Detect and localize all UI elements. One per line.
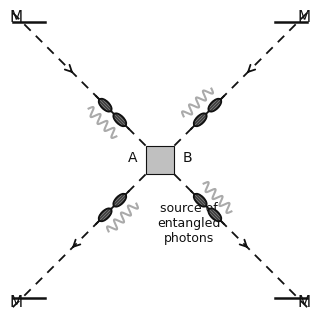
Ellipse shape — [113, 113, 126, 126]
Text: M: M — [297, 295, 310, 310]
Text: source of
entangled
photons: source of entangled photons — [157, 202, 220, 244]
Ellipse shape — [208, 208, 221, 221]
Ellipse shape — [99, 208, 112, 221]
Text: B: B — [182, 151, 192, 165]
Text: M: M — [297, 10, 310, 25]
Ellipse shape — [194, 194, 207, 207]
Text: A: A — [128, 151, 138, 165]
Text: M: M — [10, 10, 23, 25]
Ellipse shape — [99, 99, 112, 112]
Ellipse shape — [113, 194, 126, 207]
Bar — [146, 146, 174, 174]
Text: M: M — [10, 295, 23, 310]
Ellipse shape — [208, 99, 221, 112]
Ellipse shape — [194, 113, 207, 126]
